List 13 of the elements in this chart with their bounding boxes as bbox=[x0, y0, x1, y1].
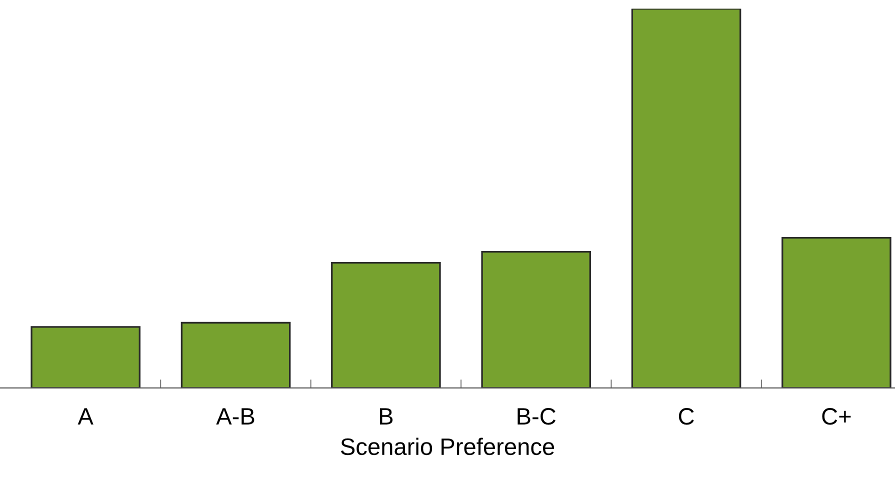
bar bbox=[180, 322, 291, 388]
x-tick-label: A-B bbox=[216, 408, 254, 425]
bar bbox=[481, 251, 591, 388]
x-tick-label: B-C bbox=[518, 408, 556, 425]
x-tick-label: A bbox=[78, 408, 94, 425]
bar bbox=[30, 326, 140, 388]
bar bbox=[331, 262, 441, 388]
x-axis-title: Scenario Preference bbox=[340, 438, 554, 456]
x-tick-label: C+ bbox=[822, 408, 851, 425]
x-tick-label: C bbox=[678, 408, 694, 425]
x-tick-label: B bbox=[380, 408, 393, 425]
bar bbox=[782, 236, 892, 388]
bar bbox=[631, 8, 742, 388]
